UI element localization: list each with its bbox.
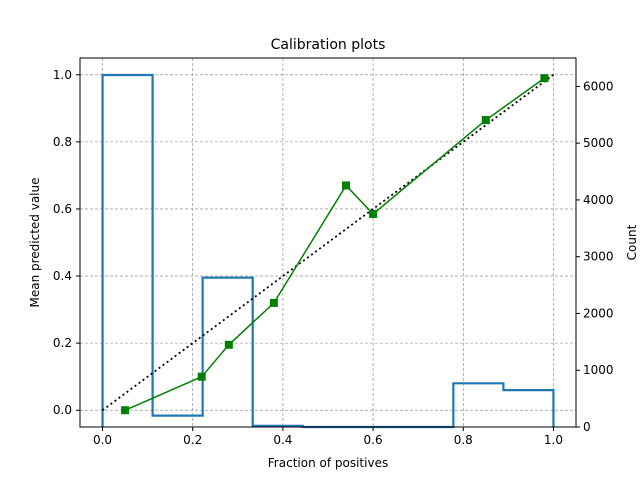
y2-tick-label-4: 4000	[583, 193, 614, 207]
y2-tick-label-6: 6000	[583, 79, 614, 93]
calibration-point-5	[369, 209, 378, 218]
axes-frame	[79, 57, 577, 428]
reference-line	[102, 74, 554, 411]
histogram-step	[101, 73, 555, 429]
y2-tick-label-3: 3000	[583, 250, 614, 264]
y-tick-label-0: 0.0	[53, 403, 72, 417]
x-tick-label-3: 0.6	[364, 433, 383, 447]
x-tick-label-1: 0.2	[183, 433, 202, 447]
calibration-point-6	[481, 116, 490, 125]
y2-axis-label: Count	[625, 224, 639, 260]
x-tick-label-4: 0.8	[454, 433, 473, 447]
chart-title: Calibration plots	[271, 37, 386, 53]
calibration-point-0	[121, 406, 130, 415]
y2-tick-label-2: 2000	[583, 306, 614, 320]
histogram-layer	[101, 73, 555, 429]
calibration-point-2	[224, 340, 233, 349]
calibration-line	[124, 77, 545, 411]
grid-layer	[80, 58, 576, 427]
y-tick-label-4: 0.8	[53, 135, 72, 149]
y-tick-label-2: 0.4	[53, 269, 72, 283]
x-axis-label: Fraction of positives	[268, 456, 388, 470]
y2-tick-label-1: 1000	[583, 363, 614, 377]
y2-tick-label-5: 5000	[583, 136, 614, 150]
y-tick-label-1: 0.2	[53, 336, 72, 350]
y-tick-label-5: 1.0	[53, 68, 72, 82]
y2-tick-label-0: 0	[583, 420, 591, 434]
calibration-point-1	[197, 372, 206, 381]
x-tick-label-5: 1.0	[544, 433, 563, 447]
calibration-point-4	[342, 181, 351, 190]
reference-line-layer	[102, 74, 554, 411]
x-tick-label-0: 0.0	[93, 433, 112, 447]
y-axis-label: Mean predicted value	[28, 177, 42, 307]
x-tick-label-2: 0.4	[273, 433, 292, 447]
tick-layer: 0.0 0.2 0.4 0.6 0.8 1.0 0.0 0.2 0.4 0.6 0.8 1.0 0 100…	[53, 68, 614, 447]
y-tick-label-3: 0.6	[53, 202, 72, 216]
calibration-point-7	[540, 74, 549, 83]
calibration-curve-layer	[121, 74, 549, 415]
calibration-point-3	[269, 298, 278, 307]
